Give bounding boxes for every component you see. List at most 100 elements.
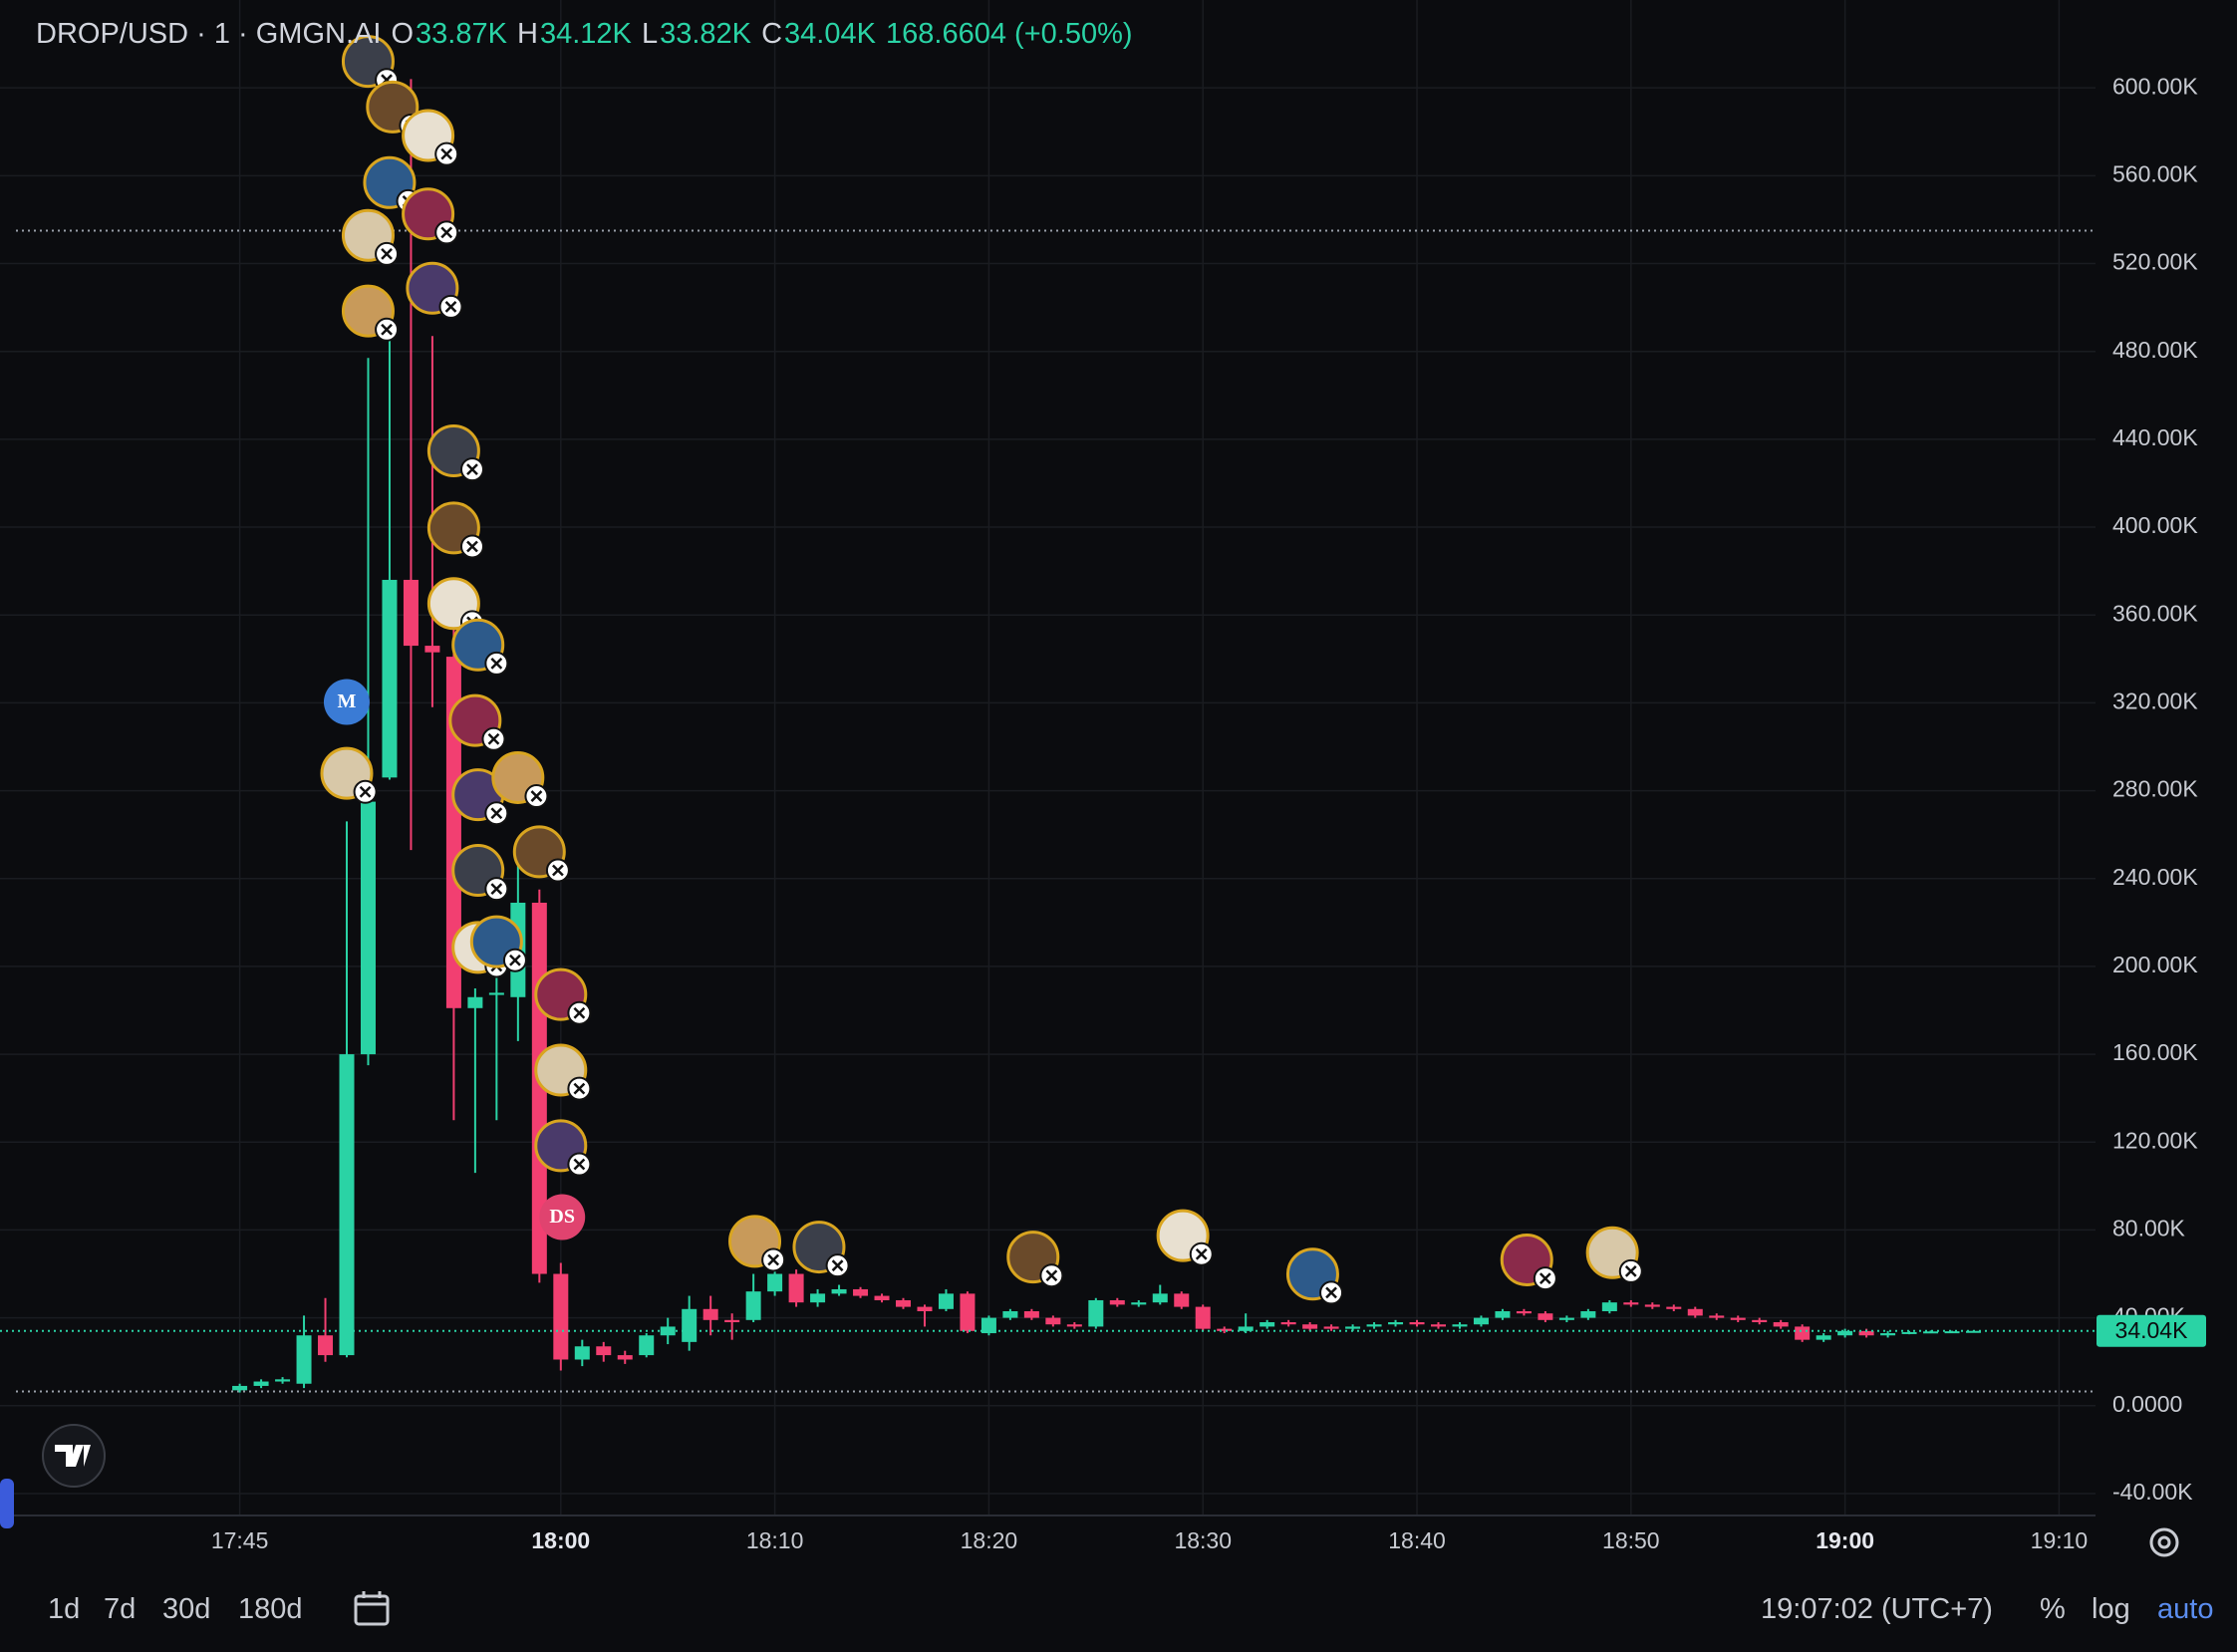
candle-body [1773, 1322, 1789, 1327]
candle-body [424, 646, 440, 653]
candle-body [553, 1273, 569, 1360]
x-badge-glyph [552, 864, 564, 877]
candle-body [232, 1385, 248, 1391]
candle-body [1238, 1326, 1254, 1331]
candle-body [682, 1308, 698, 1342]
avatar-marker[interactable] [451, 768, 509, 826]
y-tick-label: 440.00K [2112, 424, 2198, 450]
x-badge-glyph [1538, 1272, 1551, 1284]
avatar-marker[interactable] [792, 1221, 850, 1278]
chart: MDS -40.00K0.000040.00K80.00K120.00K160.… [0, 0, 2206, 1557]
clock: 19:07:02 (UTC+7) [1761, 1593, 1993, 1625]
candle-body [1109, 1299, 1125, 1305]
avatar-marker[interactable] [451, 618, 509, 676]
candle-body [660, 1326, 676, 1336]
candle-body [467, 996, 483, 1008]
avatar-marker[interactable] [406, 261, 463, 319]
y-tick-label: 560.00K [2112, 160, 2198, 186]
x-badge-glyph [466, 463, 478, 476]
x-tick-label: 17:45 [211, 1527, 269, 1553]
last-price-box [2097, 1314, 2206, 1347]
auto-toggle[interactable]: auto [2157, 1593, 2214, 1625]
avatar-marker[interactable] [728, 1215, 786, 1272]
candle-body [1623, 1302, 1639, 1305]
x-badge-glyph [831, 1259, 844, 1272]
x-badge-glyph [509, 954, 521, 966]
candle-body [1045, 1317, 1061, 1325]
avatar-marker[interactable] [426, 501, 484, 559]
avatar-marker[interactable] [491, 750, 549, 809]
candle-body [1002, 1310, 1018, 1318]
y-tick-label: 120.00K [2112, 1127, 2198, 1153]
x-badge-glyph [1195, 1247, 1208, 1260]
settings-icon[interactable] [2149, 1527, 2179, 1557]
candle-body [1837, 1330, 1853, 1336]
trade-marker[interactable] [539, 1194, 586, 1240]
avatar-marker[interactable] [341, 284, 400, 342]
x-badge-glyph [440, 147, 453, 160]
l-value: 33.82K [660, 18, 752, 50]
avatar-marker[interactable] [1156, 1209, 1214, 1266]
avatar-marker[interactable] [1585, 1226, 1643, 1283]
avatar-marker[interactable] [512, 825, 570, 883]
x-badge-glyph [359, 785, 372, 798]
x-tick-label: 18:00 [531, 1527, 590, 1553]
candle-body [639, 1335, 655, 1356]
range-button[interactable]: 30d [162, 1593, 211, 1625]
candle-body [403, 579, 419, 647]
avatar-marker[interactable] [402, 109, 459, 166]
y-tick-label: 480.00K [2112, 337, 2198, 363]
avatar-marker[interactable] [320, 746, 378, 804]
date-range-icon[interactable] [353, 1589, 393, 1629]
candle-body [1280, 1322, 1296, 1325]
avatar-marker[interactable] [448, 693, 506, 751]
range-button[interactable]: 180d [238, 1593, 303, 1625]
range-button[interactable]: 1d [48, 1593, 81, 1625]
candle-body [1730, 1317, 1746, 1320]
avatar-marker[interactable] [1285, 1247, 1344, 1305]
candle-body [1580, 1310, 1596, 1318]
avatar-marker[interactable] [426, 424, 484, 482]
percent-toggle[interactable]: % [2040, 1593, 2066, 1625]
candle-body [1752, 1319, 1768, 1323]
candle-body [1858, 1330, 1874, 1336]
range-button[interactable]: 7d [104, 1593, 137, 1625]
avatar-marker[interactable] [534, 1119, 592, 1177]
avatar-marker[interactable] [1500, 1233, 1557, 1291]
candle-body [938, 1293, 954, 1309]
avatar-marker[interactable] [1006, 1231, 1064, 1288]
axes: -40.00K0.000040.00K80.00K120.00K160.00K2… [211, 73, 2206, 1553]
candle-body [853, 1288, 869, 1296]
trade-marker[interactable] [323, 679, 370, 725]
log-toggle[interactable]: log [2092, 1593, 2130, 1625]
avatar-marker[interactable] [469, 915, 527, 972]
candle-body [360, 801, 376, 1055]
candle-body [1538, 1313, 1553, 1320]
side-tab[interactable] [0, 1479, 14, 1528]
avatar-marker[interactable] [402, 187, 459, 245]
candle-body [382, 579, 398, 778]
o-value: 33.87K [416, 18, 507, 50]
candle-body [831, 1288, 847, 1294]
trade-marker-label: DS [549, 1206, 575, 1228]
last-price-label: 34.04K [2115, 1317, 2189, 1343]
avatar-marker[interactable] [534, 1043, 592, 1101]
candle-body [1366, 1324, 1382, 1327]
tv-logo[interactable] [42, 1424, 106, 1488]
avatar-marker[interactable] [451, 844, 509, 902]
x-badge-glyph [490, 883, 503, 896]
avatar-marker[interactable] [534, 967, 592, 1025]
avatar-marker[interactable] [341, 208, 400, 266]
candle-body [1174, 1293, 1190, 1307]
candle-body [1923, 1331, 1939, 1334]
candle-body [253, 1381, 269, 1386]
candle-body [1495, 1310, 1511, 1318]
h-value: 34.12K [539, 18, 632, 50]
candle-body [1944, 1331, 1960, 1334]
o-key: O [391, 18, 415, 50]
candle-body [1901, 1331, 1917, 1334]
candle-body [1431, 1324, 1447, 1327]
x-badge-glyph [530, 790, 543, 802]
y-tick-label: 320.00K [2112, 688, 2198, 713]
